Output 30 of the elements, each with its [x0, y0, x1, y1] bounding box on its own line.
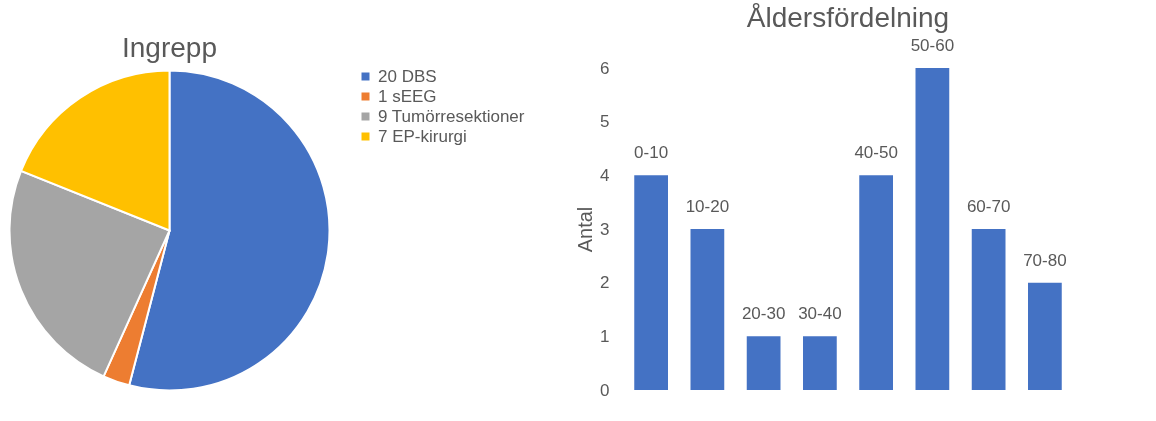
- legend-label: 9 Tumörresektioner: [378, 106, 525, 126]
- chart-title: Ingrepp: [122, 31, 217, 63]
- x-tick-label: 60-70: [966, 197, 1011, 216]
- y-tick-label: 0: [600, 380, 610, 400]
- legend-label: 20 DBS: [378, 66, 437, 86]
- x-tick-label: 20-30: [741, 304, 786, 324]
- x-tick-label: 10-20: [685, 197, 730, 216]
- y-tick-label: 6: [600, 58, 610, 78]
- bar: [859, 175, 893, 390]
- y-tick-label: 5: [600, 112, 610, 132]
- y-tick-label: 1: [600, 326, 610, 346]
- bar: [971, 229, 1006, 390]
- bar: [634, 175, 668, 390]
- x-tick-label: 40-50: [854, 143, 898, 163]
- y-tick-label: 4: [600, 165, 610, 185]
- chart-title: Åldersfördelning: [746, 2, 950, 33]
- x-tick-label: 50-60: [910, 36, 955, 55]
- bar: [746, 336, 781, 390]
- x-tick-label: 70-80: [1023, 250, 1067, 270]
- y-axis-title: Antal: [574, 206, 597, 253]
- x-tick-label: 30-40: [798, 304, 842, 324]
- bar: [1028, 282, 1062, 390]
- legend-label: 7 EP-kirurgi: [378, 126, 467, 146]
- bar: [915, 68, 950, 390]
- y-tick-label: 3: [600, 219, 610, 239]
- x-tick-label: 0-10: [634, 143, 669, 163]
- legend-label: 1 sEEG: [378, 86, 437, 106]
- bar: [803, 336, 837, 390]
- bar: [690, 229, 725, 390]
- y-tick-label: 2: [600, 273, 610, 293]
